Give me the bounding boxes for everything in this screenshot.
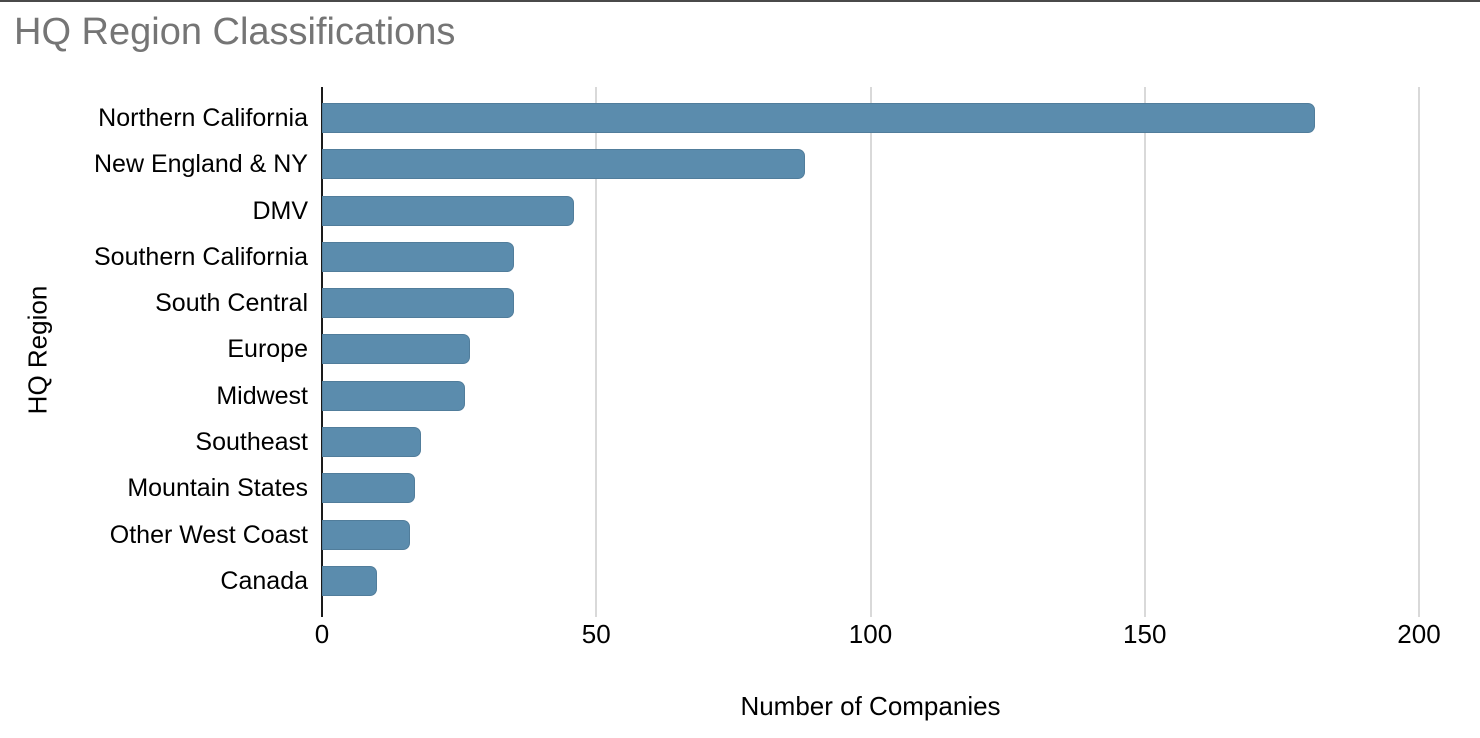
x-tick-label: 100 [848,619,893,649]
gridline-x-50 [595,87,598,617]
category-label: Midwest [216,381,308,410]
bars-layer: Northern California New England & NY DMV So… [0,87,1480,612]
x-tick-label: 0 [314,619,330,649]
x-tick-label: 50 [581,619,611,649]
bar [322,288,514,319]
bar [322,473,416,504]
x-tick-label: 150 [1123,619,1167,649]
category-label: Europe [227,335,308,364]
bar [322,195,575,226]
chart-row: South Central [0,288,1480,319]
bar [322,334,471,365]
chart-row: Other West Coast [0,519,1480,550]
chart-row: Canada [0,565,1480,596]
chart-title: HQ Region Classifications [14,11,456,53]
category-label: New England & NY [93,150,308,179]
bar [322,103,1315,133]
chart-row: Southeast [0,427,1480,458]
gridline-x-150 [1143,87,1146,617]
category-label: Mountain States [127,474,308,503]
gridline-x-200 [1418,87,1420,617]
chart-row: Europe [0,334,1480,365]
chart-row: Southern California [0,241,1480,272]
chart-row: New England & NY [0,149,1480,180]
category-label: Southeast [195,428,308,457]
gridline-x-100 [869,87,872,617]
chart-row: Northern California [0,103,1480,133]
bar [322,380,465,411]
bar [322,241,514,272]
category-label: South Central [155,289,308,318]
category-label: Northern California [98,104,308,132]
category-label: Canada [220,566,308,595]
x-axis-title: Number of Companies [740,691,1001,721]
chart-row: Mountain States [0,473,1480,504]
x-tick-label: 200 [1397,619,1441,649]
category-label: Southern California [93,242,308,271]
bar [322,149,805,180]
bar [322,427,421,458]
chart-row: Midwest [0,380,1480,411]
category-label: Other West Coast [109,520,308,549]
bar [322,565,377,596]
category-label: DMV [252,196,308,225]
chart-row: DMV [0,195,1480,226]
bar [322,519,410,550]
window-top-edge-line [0,0,1480,2]
